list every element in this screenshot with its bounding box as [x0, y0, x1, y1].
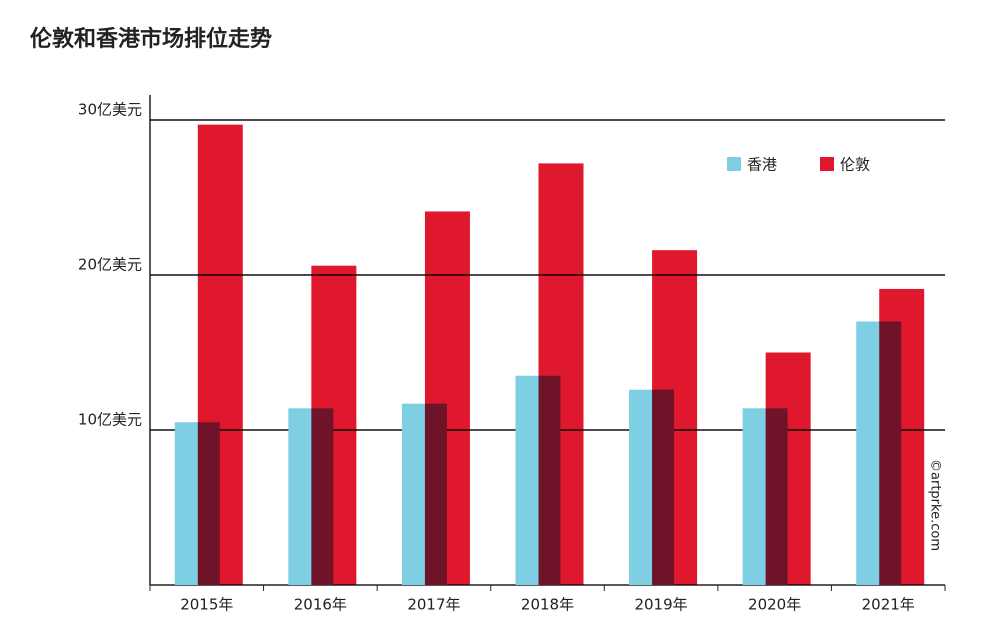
legend-swatch	[727, 157, 741, 171]
x-tick-label: 2020年	[748, 596, 801, 614]
x-tick-label: 2015年	[180, 596, 233, 614]
bar	[424, 211, 470, 585]
x-tick-label: 2019年	[634, 596, 687, 614]
x-tick-label: 2016年	[294, 596, 347, 614]
chart-title: 伦敦和香港市场排位走势	[30, 26, 272, 52]
y-tick-label: 30亿美元	[78, 101, 142, 119]
legend-label: 伦敦	[840, 156, 870, 174]
y-tick-label: 20亿美元	[78, 256, 142, 274]
bar	[197, 124, 243, 586]
bar	[652, 250, 698, 585]
x-tick-label: 2018年	[521, 596, 574, 614]
bar	[311, 265, 357, 585]
x-tick-label: 2017年	[407, 596, 460, 614]
legend-label: 香港	[747, 156, 777, 174]
y-tick-label: 10亿美元	[78, 411, 142, 429]
watermark: ©artprke.com	[928, 459, 943, 551]
bar	[879, 288, 925, 585]
bar	[538, 163, 584, 585]
legend-swatch	[820, 157, 834, 171]
bar	[765, 352, 811, 585]
x-tick-label: 2021年	[862, 596, 915, 614]
